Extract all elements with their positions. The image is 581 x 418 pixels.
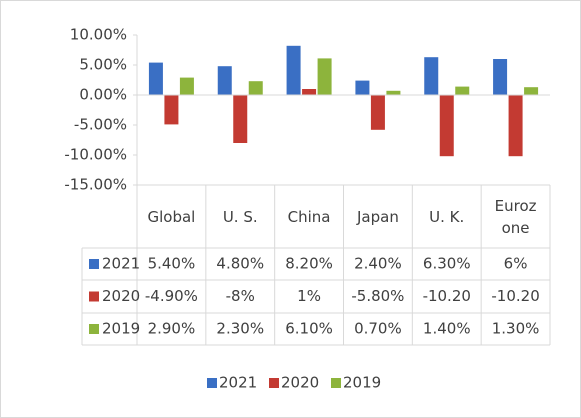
data-label: 1.30% [492,320,540,338]
legend-marker [89,259,99,269]
bar [424,57,439,95]
bar [317,58,332,95]
legend-label: 2020 [281,374,319,392]
bar [248,81,263,95]
data-label: 6.30% [423,255,471,273]
bar [355,80,370,95]
y-tick-label: -5.00% [74,116,127,134]
legend-label: 2019 [102,320,140,338]
legend-label: 2021 [102,255,140,273]
legend-marker [89,324,99,334]
legend-marker [269,378,279,388]
data-label: 6% [504,255,528,273]
bar [524,87,539,95]
bar [370,95,385,130]
bar [233,95,248,143]
data-label: -8% [226,287,255,305]
bar [493,59,508,95]
data-label: 1.40% [423,320,471,338]
y-tick-label: 5.00% [79,56,127,74]
data-label: -5.80% [351,287,404,305]
data-label: 5.40% [148,255,196,273]
category-label: U. S. [222,207,258,226]
data-label: 6.10% [285,320,333,338]
y-tick-label: -10.00% [64,146,127,164]
legend-marker [331,378,341,388]
y-tick-label: -15.00% [64,176,127,194]
bar [179,77,194,95]
legend-label: 2019 [343,374,381,392]
bar [508,95,523,157]
data-label: 2.40% [354,255,402,273]
legend-label: 2021 [219,374,257,392]
category-label: Japan [356,207,399,226]
bar [217,66,232,95]
data-label: 4.80% [216,255,264,273]
data-label: 1% [297,287,321,305]
bar [164,95,179,125]
category-label: U. K. [429,207,465,226]
data-label: 0.70% [354,320,402,338]
bar [286,45,301,95]
bar [386,90,401,95]
bar [455,86,470,95]
bar [302,89,317,95]
y-tick-label: 10.00% [70,26,127,44]
data-label: 2.90% [148,320,196,338]
data-label: -10.20 [423,287,471,305]
category-label: Global [147,207,196,226]
category-label: China [287,207,331,226]
category-label: Eurozone [494,196,537,237]
legend-label: 2020 [102,287,140,305]
data-label: 2.30% [216,320,264,338]
data-label: -4.90% [145,287,198,305]
y-tick-label: 0.00% [79,86,127,104]
bar [439,95,454,157]
data-label: 8.20% [285,255,333,273]
bar [148,62,163,95]
data-label: -10.20 [491,287,539,305]
legend-marker [89,291,99,302]
legend-marker [207,378,217,388]
